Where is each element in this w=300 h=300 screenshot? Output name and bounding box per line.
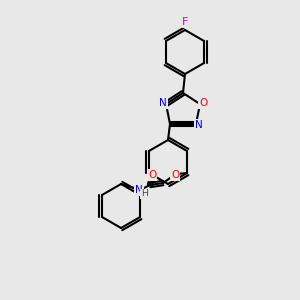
Text: N: N bbox=[159, 98, 167, 108]
Text: F: F bbox=[182, 17, 188, 27]
Text: O: O bbox=[199, 98, 207, 108]
Text: N: N bbox=[195, 120, 203, 130]
Text: O: O bbox=[171, 170, 179, 180]
Text: H: H bbox=[141, 190, 147, 199]
Text: N: N bbox=[135, 185, 143, 195]
Text: O: O bbox=[148, 170, 156, 180]
